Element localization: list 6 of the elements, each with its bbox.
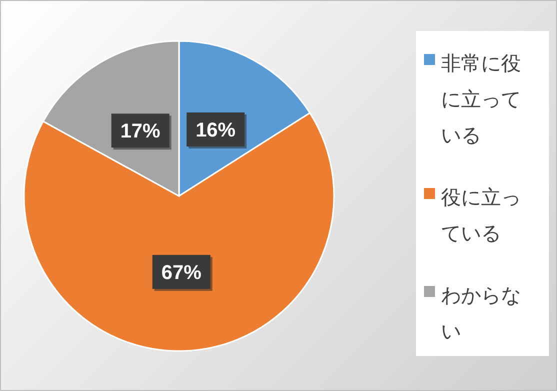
legend-label: 非常に役に立っている (441, 50, 522, 149)
data-label: 17% (120, 120, 161, 143)
legend-label: わからない (441, 282, 522, 345)
data-label: 16% (196, 119, 236, 142)
slice-label: 役に立っている (441, 184, 522, 247)
data-label: 67% (161, 262, 202, 284)
